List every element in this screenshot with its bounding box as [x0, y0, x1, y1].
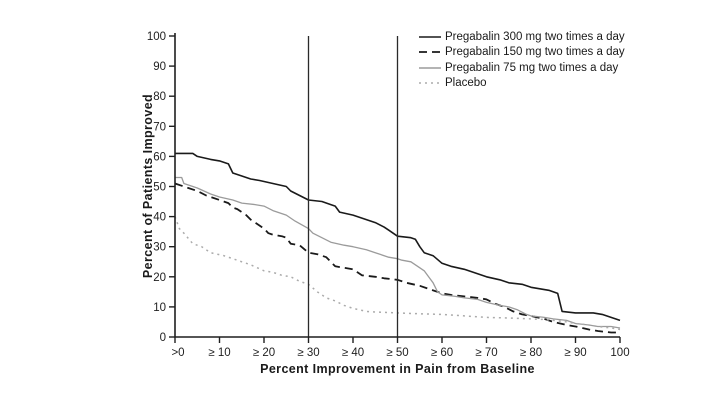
x-tick-label: ≥ 70 — [475, 347, 497, 359]
y-tick-label: 50 — [153, 182, 166, 194]
legend-line-sample-solid — [419, 35, 441, 38]
x-axis-title: Percent Improvement in Pain from Baselin… — [260, 362, 535, 376]
x-tick-label: ≥ 30 — [297, 347, 319, 359]
y-tick-label: 10 — [153, 302, 166, 314]
legend-item-3: Placebo — [419, 76, 625, 92]
y-tick-label: 100 — [147, 31, 166, 43]
legend-label: Pregabalin 150 mg two times a day — [445, 46, 625, 59]
x-tick-label: ≥ 20 — [253, 347, 275, 359]
x-tick-label: ≥ 60 — [431, 347, 453, 359]
legend-item-1: Pregabalin 150 mg two times a day — [419, 45, 625, 61]
series-line-1 — [174, 182, 620, 334]
x-tick-label: ≥ 50 — [386, 347, 408, 359]
x-tick-label: >0 — [171, 347, 184, 359]
legend: Pregabalin 300 mg two times a day Pregaba… — [419, 29, 625, 91]
x-tick-label: ≥ 80 — [520, 347, 542, 359]
legend-label: Pregabalin 75 mg two times a day — [445, 61, 619, 74]
series-line-0 — [175, 152, 621, 322]
series-line-3 — [174, 216, 621, 331]
legend-item-2: Pregabalin 75 mg two times a day — [419, 60, 625, 76]
x-tick-label: ≥ 10 — [208, 347, 230, 359]
y-axis-title: Percent of Patients Improved — [141, 93, 155, 279]
y-tick-label: 20 — [153, 272, 166, 284]
y-tick-label: 80 — [153, 91, 166, 103]
y-tick-label: 30 — [153, 242, 166, 254]
legend-label: Placebo — [445, 77, 487, 90]
legend-line-sample-dotted — [419, 82, 441, 84]
x-tick-label: ≥ 90 — [564, 347, 586, 359]
y-tick-label: 40 — [153, 212, 166, 224]
y-tick-label: 0 — [160, 332, 166, 344]
y-tick-label: 90 — [153, 61, 166, 73]
x-tick-label: ≥ 40 — [342, 347, 364, 359]
legend-line-sample-solid — [419, 67, 441, 69]
legend-item-0: Pregabalin 300 mg two times a day — [419, 29, 625, 45]
y-tick-label: 60 — [153, 151, 166, 163]
x-tick-label: 100 — [610, 347, 629, 359]
series-line-2 — [175, 176, 621, 329]
y-tick-label: 70 — [153, 121, 166, 133]
legend-line-sample-dashed — [419, 51, 441, 54]
legend-label: Pregabalin 300 mg two times a day — [445, 30, 625, 43]
